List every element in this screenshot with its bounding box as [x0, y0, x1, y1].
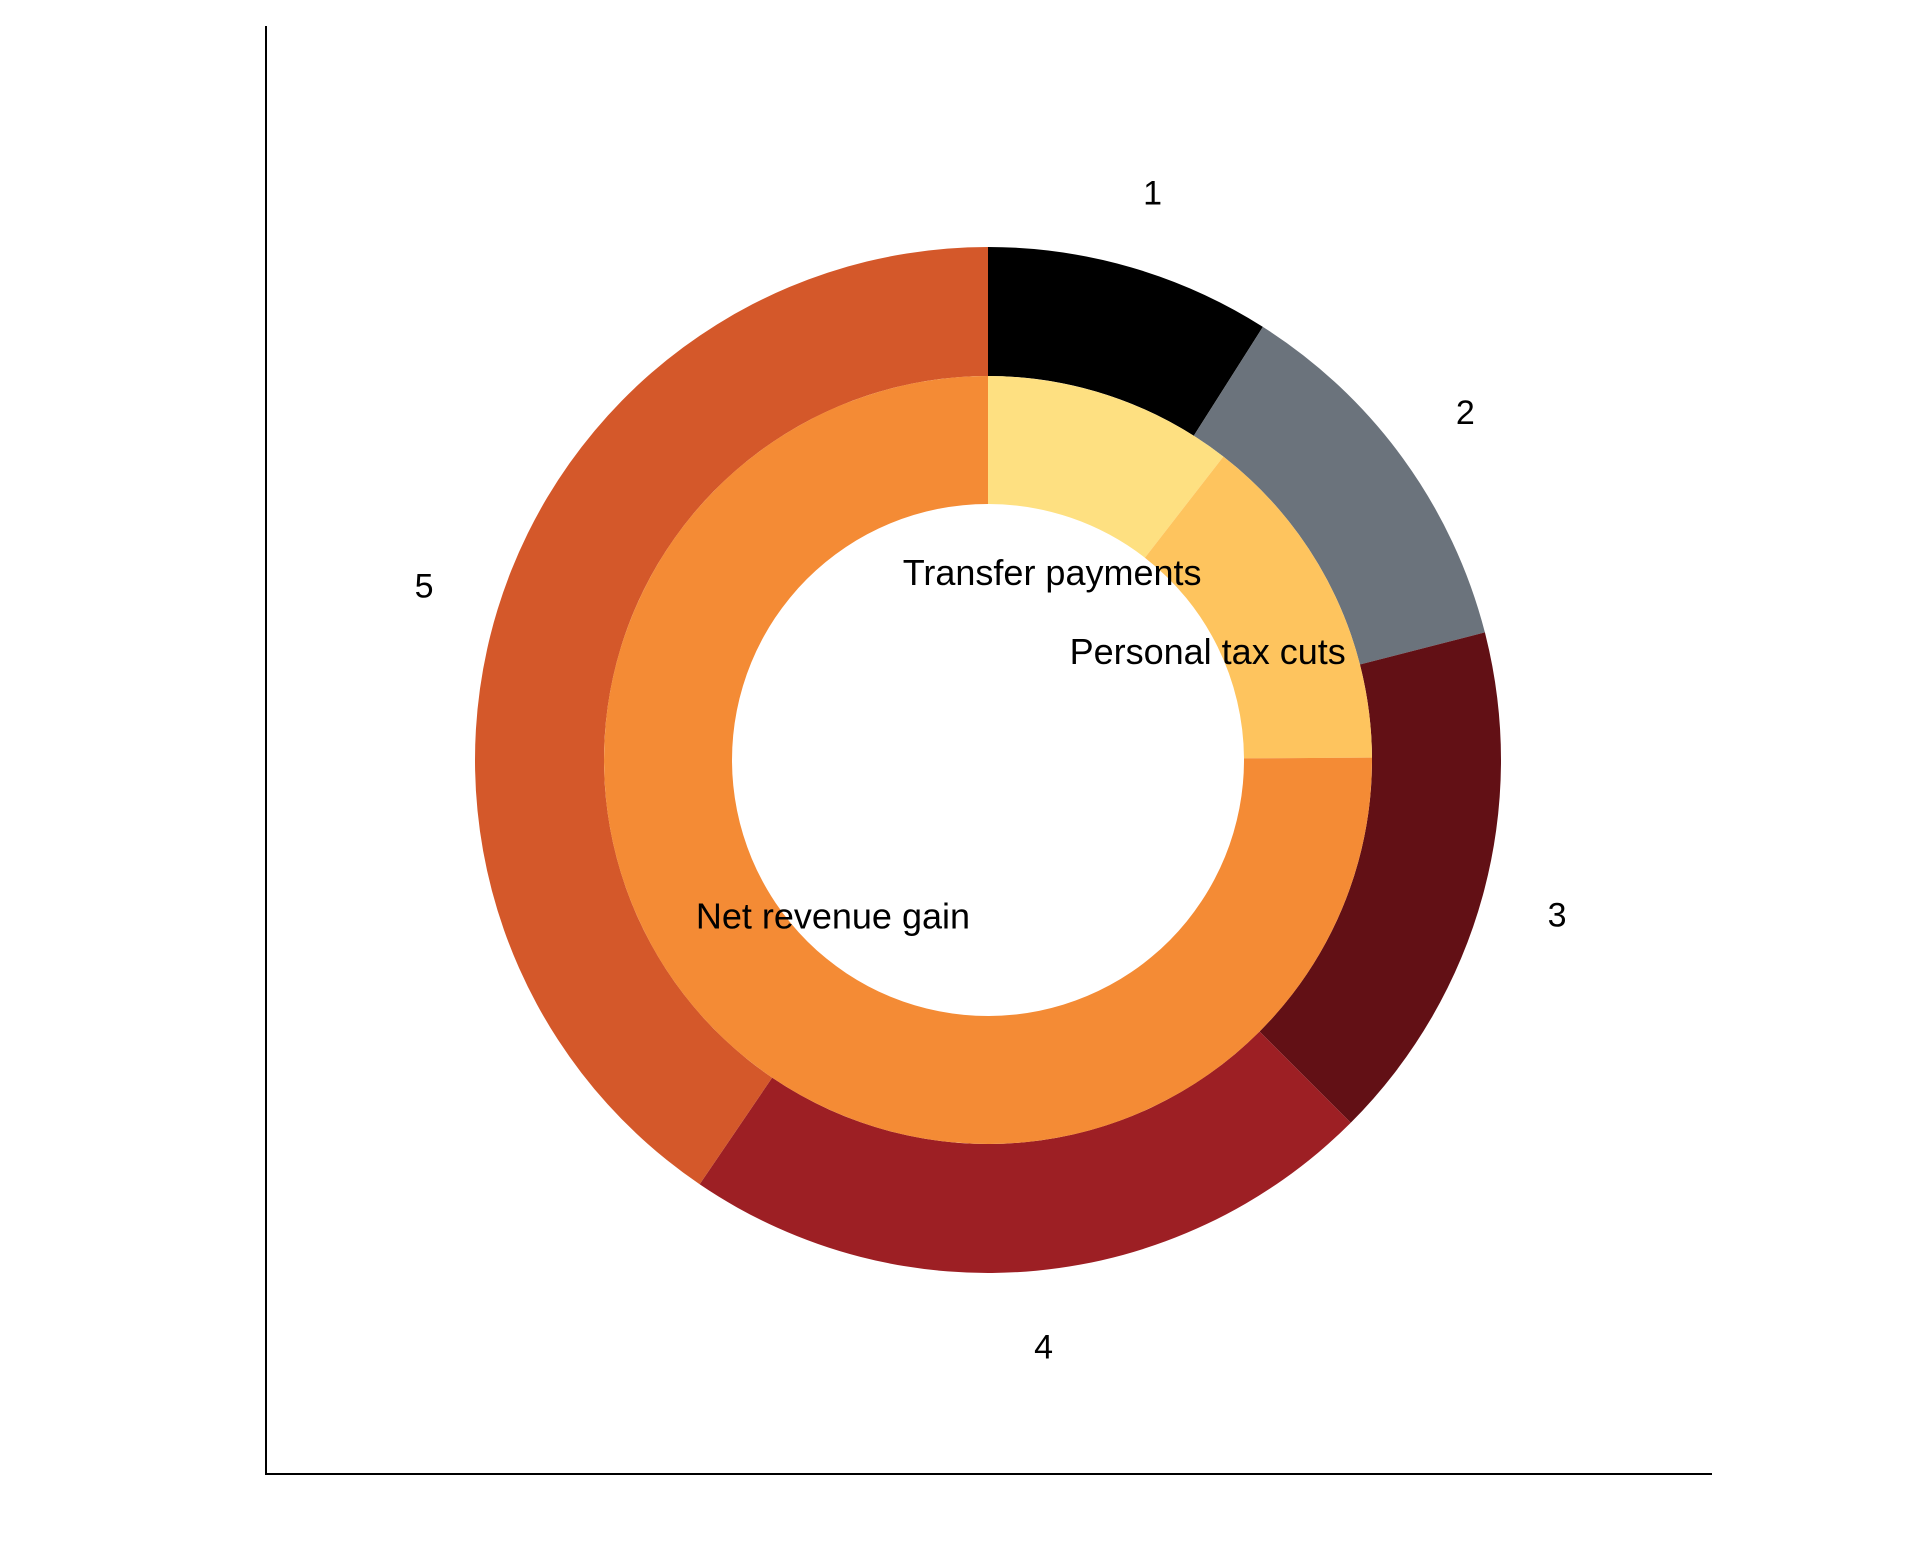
inner-ring [604, 376, 1372, 1144]
outer-slice-3 [1259, 632, 1501, 1123]
inner-slice-2 [1144, 456, 1372, 759]
inner-label-3: Net revenue gain [696, 896, 970, 937]
outer-slice-1 [988, 247, 1263, 436]
inner-slice-3 [604, 376, 1372, 1144]
inner-slice-1 [988, 376, 1224, 558]
outer-slice-4 [699, 1031, 1351, 1273]
outer-slice-5 [475, 247, 988, 1185]
outer-label-4: 4 [1034, 1328, 1053, 1366]
outer-slice-2 [1193, 326, 1485, 665]
outer-label-1: 1 [1143, 174, 1162, 212]
slice-labels: 1 2 3 4 5 Transfer payments Personal tax cuts N… [415, 174, 1567, 1366]
outer-label-3: 3 [1548, 897, 1567, 935]
outer-label-5: 5 [415, 568, 434, 606]
outer-ring [475, 247, 1501, 1273]
inner-label-1: Transfer payments [903, 552, 1202, 593]
inner-label-2: Personal tax cuts [1070, 631, 1346, 672]
outer-label-2: 2 [1456, 394, 1475, 432]
